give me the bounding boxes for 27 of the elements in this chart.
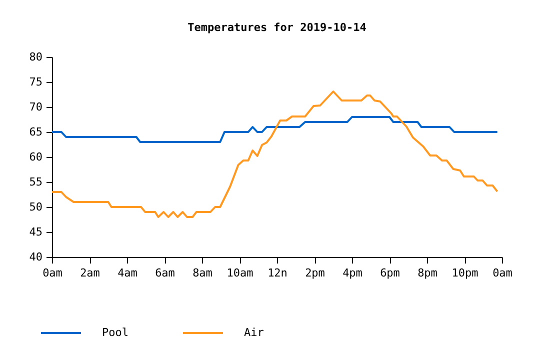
y-tick-label: 70 [29,100,42,114]
y-tick-label: 75 [29,76,42,88]
y-tick-label: 45 [29,226,42,238]
line-series [52,116,498,143]
y-tick-label: 50 [29,200,42,214]
chart-title: Temperatures for 2019-10-14 [188,21,367,34]
x-tick-label: 8pm [418,266,438,280]
x-tick-label: 6am [155,266,176,280]
y-tick-label: 40 [29,250,42,264]
x-tick-label: 2pm [305,266,326,280]
y-tick-label: 60 [29,150,42,164]
legend-label: Pool [102,326,128,339]
x-tick-label: 12n [268,266,288,280]
x-tick-label: 10pm [452,266,479,280]
x-tick-label: 6pm [380,266,400,280]
x-tick-label: 4pm [342,266,363,280]
x-tick-label: 10am [226,266,254,280]
x-tick-label: 4am [118,266,138,280]
x-tick-label: 0am [42,266,63,280]
y-tick-label: 65 [29,126,42,138]
y-tick-label: 55 [29,176,42,188]
line-series [52,90,498,218]
x-tick-label: 2am [80,266,100,280]
y-tick-label: 80 [29,50,42,64]
legend-label: Air [244,326,264,339]
x-tick-label: 0am [492,266,513,280]
x-tick-label: 8am [192,266,213,280]
